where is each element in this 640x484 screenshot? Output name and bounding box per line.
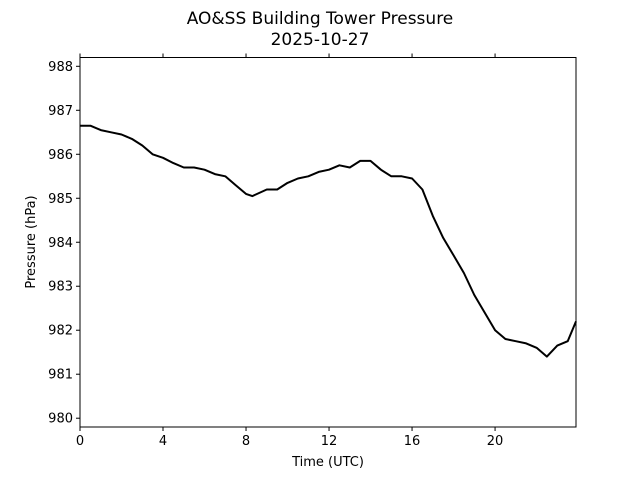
- y-tick-label: 988: [48, 60, 73, 75]
- chart-subtitle: 2025-10-27: [271, 30, 370, 50]
- x-tick-label: 0: [76, 434, 84, 449]
- x-tick-label: 12: [321, 434, 338, 449]
- pressure-series-line: [80, 124, 577, 358]
- x-tick-label: 16: [404, 434, 421, 449]
- y-tick-label: 980: [48, 412, 73, 427]
- plot-frame: [79, 57, 577, 428]
- y-axis-label: Pressure (hPa): [24, 195, 39, 288]
- y-tick-label: 982: [48, 324, 73, 339]
- y-tick-label: 987: [48, 104, 73, 119]
- y-tick-label: 983: [48, 280, 73, 295]
- y-tick-label: 984: [48, 236, 73, 251]
- y-tick-label: 986: [48, 148, 73, 163]
- x-tick-label: 4: [159, 434, 167, 449]
- y-tick-label: 985: [48, 192, 73, 207]
- x-tick-label: 8: [242, 434, 250, 449]
- y-tick-label: 981: [48, 368, 73, 383]
- x-tick-label: 20: [487, 434, 504, 449]
- x-axis-label: Time (UTC): [291, 455, 364, 470]
- chart-title: AO&SS Building Tower Pressure: [187, 9, 454, 29]
